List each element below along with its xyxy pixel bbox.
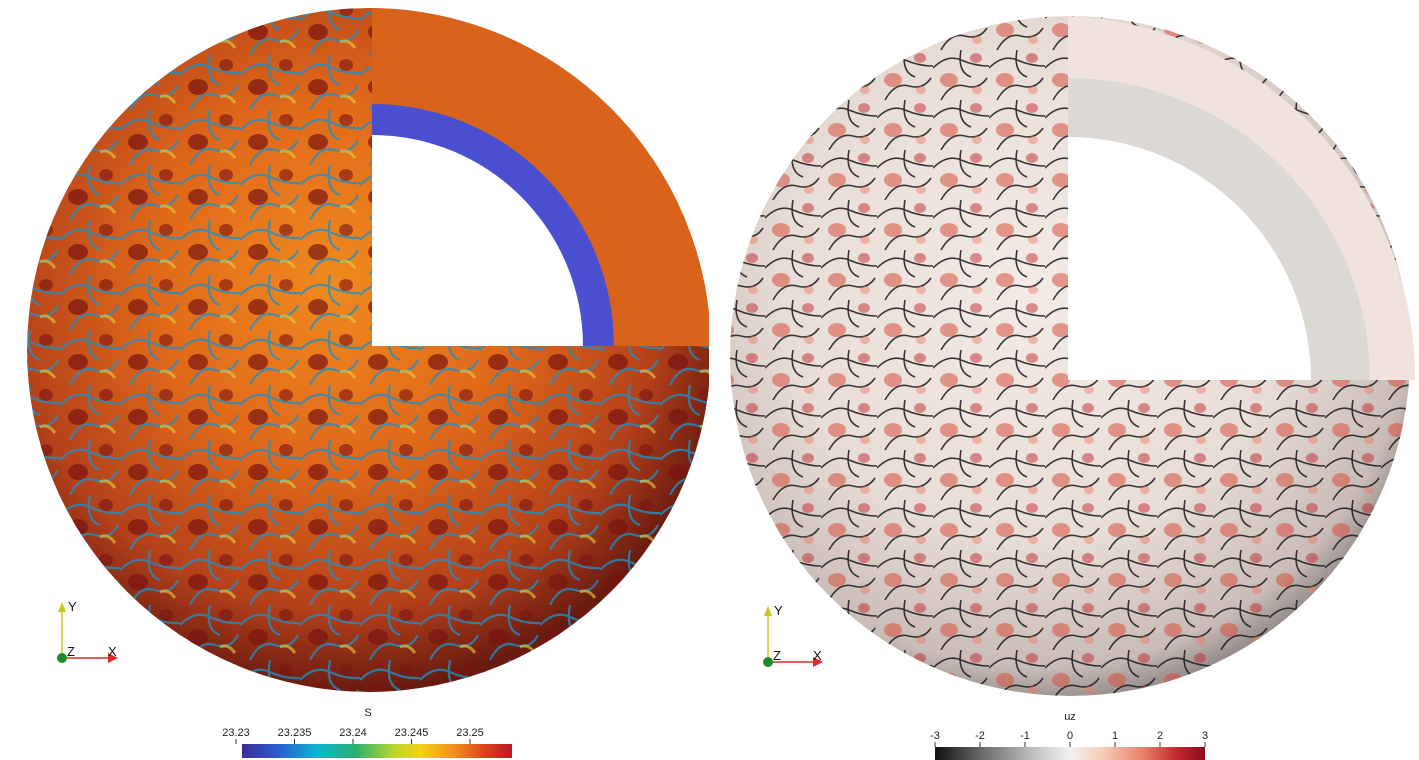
axis-z-label: Z (773, 648, 781, 663)
colorbar-velocity: uz -3 -2 -1 0 1 2 3 (930, 711, 1208, 760)
colorbar-tick-label: 3 (1202, 730, 1208, 742)
cutaway-quadrant (372, 8, 709, 346)
colorbar-tick-label: 23.245 (395, 727, 429, 739)
panel-velocity: Y Z X uz -3 -2 -1 0 1 2 3 (709, 0, 1419, 760)
entropy-render: Y Z X S 23.23 23.235 23.24 23.245 23.25 (27, 8, 709, 758)
colorbar-tick-label: 2 (1157, 730, 1163, 742)
colorbar-title: S (364, 707, 371, 719)
colorbar-tick-label: 23.235 (278, 727, 312, 739)
colorbar-tick-label: -2 (975, 730, 985, 742)
axes-triad: Y Z X (57, 599, 118, 663)
colorbar-tick-label: 0 (1067, 730, 1073, 742)
colorbar-tick-label: 23.23 (222, 727, 250, 739)
colorbar-ramp (242, 744, 512, 758)
colorbar-tick-label: 23.24 (339, 727, 367, 739)
colorbar-ramp (935, 747, 1205, 760)
axis-y-label: Y (774, 603, 783, 618)
colorbar-tick-label: -1 (1020, 730, 1030, 742)
colorbar-entropy: S 23.23 23.235 23.24 23.245 23.25 (222, 707, 512, 758)
colorbar-tick-label: -3 (930, 730, 940, 742)
axes-triad: Y Z X (763, 603, 823, 667)
panel-entropy: Y Z X S 23.23 23.235 23.24 23.245 23.25 (0, 0, 709, 760)
axis-x-label: X (813, 648, 822, 663)
colorbar-tick-label: 23.25 (456, 727, 484, 739)
axis-z-label: Z (67, 644, 75, 659)
axis-x-label: X (108, 644, 117, 659)
velocity-render: Y Z X uz -3 -2 -1 0 1 2 3 (730, 16, 1416, 760)
axis-y-label: Y (68, 599, 77, 614)
cutaway-quadrant (1068, 16, 1416, 380)
colorbar-tick-label: 1 (1112, 730, 1118, 742)
colorbar-title: uz (1064, 711, 1076, 723)
